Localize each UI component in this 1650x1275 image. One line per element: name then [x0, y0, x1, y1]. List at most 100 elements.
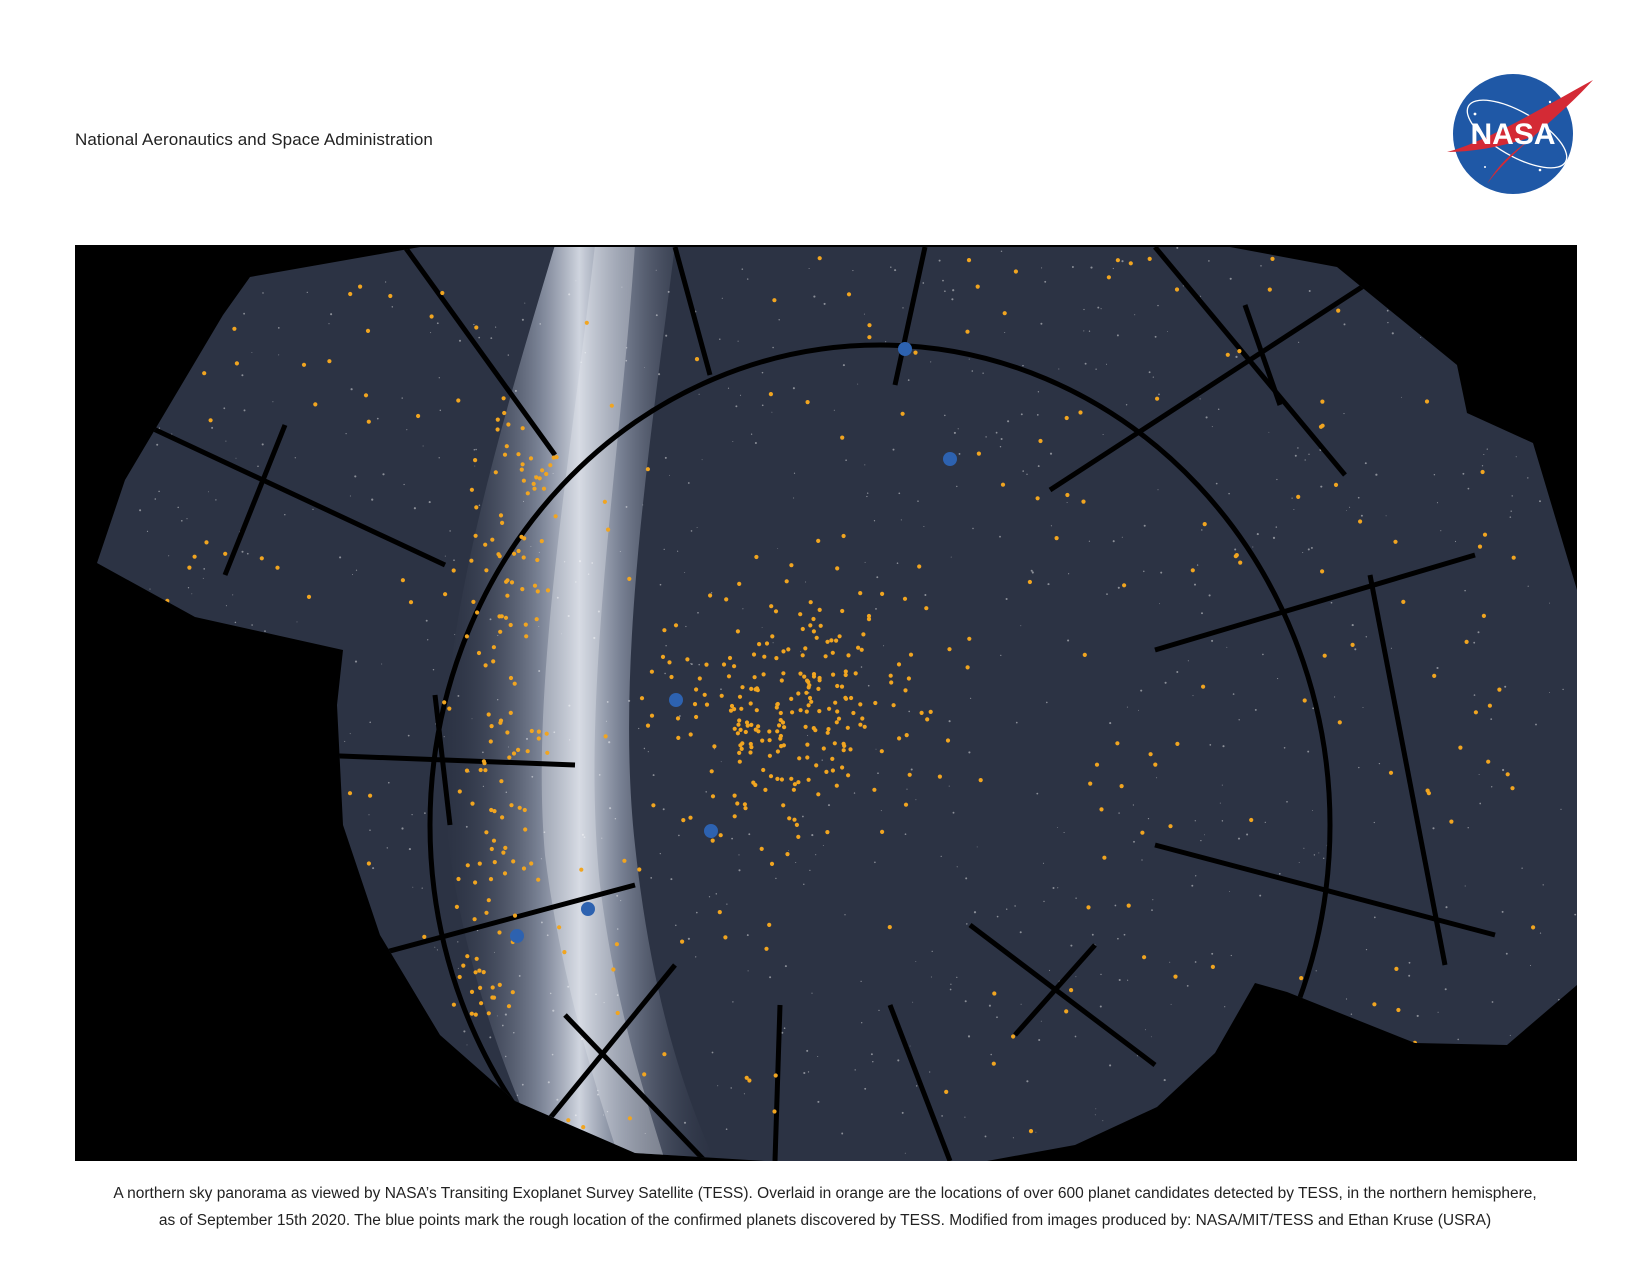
star [1378, 762, 1381, 765]
star [412, 886, 414, 888]
planet-candidate [708, 593, 713, 598]
star [1163, 1079, 1166, 1082]
planet-candidate [473, 880, 478, 885]
planet-candidate [889, 680, 894, 685]
star [382, 473, 385, 476]
planet-candidate [504, 444, 509, 449]
star [1262, 653, 1264, 656]
planet-candidate [835, 566, 840, 571]
planet-candidate [662, 1052, 667, 1057]
star [1007, 420, 1010, 423]
star [609, 807, 612, 810]
star [605, 720, 607, 722]
star [427, 639, 429, 641]
planet-candidate [772, 1109, 777, 1114]
star [941, 1115, 943, 1117]
planet-candidate [1396, 1007, 1401, 1013]
star [1075, 897, 1077, 899]
planet-candidate [1142, 955, 1147, 960]
planet-candidate [924, 606, 929, 611]
planet-candidate [770, 634, 775, 639]
star [1038, 1038, 1041, 1042]
planet-candidate [639, 696, 645, 701]
planet-candidate [457, 974, 462, 980]
planet-candidate [904, 733, 909, 738]
star [1527, 585, 1529, 587]
star [191, 593, 193, 595]
planet-candidate [846, 773, 851, 778]
star [354, 475, 357, 478]
planet-candidate [792, 782, 798, 787]
planet-candidate [1477, 544, 1483, 549]
star [465, 825, 468, 828]
planet-candidate [275, 565, 280, 570]
star [243, 312, 246, 315]
planet-candidate [803, 724, 808, 729]
star [1221, 820, 1224, 822]
planet-candidate [798, 671, 803, 676]
star [264, 630, 266, 632]
star [406, 429, 408, 431]
star [1117, 937, 1119, 940]
star [1308, 453, 1310, 455]
planet-candidate [499, 779, 504, 784]
planet-candidate [1336, 308, 1341, 313]
planet-candidate [554, 455, 559, 460]
star [1293, 509, 1295, 510]
star [817, 1100, 820, 1103]
star [1095, 368, 1097, 370]
planet-candidate [835, 683, 840, 689]
star [1252, 546, 1254, 548]
planet-candidate [1190, 568, 1195, 573]
planet-candidate [830, 650, 835, 655]
star [371, 498, 374, 501]
star [547, 1081, 550, 1084]
planet-candidate [704, 702, 710, 707]
planet-candidate [762, 654, 767, 659]
planet-candidate [840, 765, 845, 770]
star [522, 500, 525, 502]
star [339, 556, 342, 559]
star [807, 1071, 810, 1073]
star [924, 594, 927, 596]
svg-text:NASA: NASA [1470, 118, 1555, 151]
star [556, 1098, 559, 1101]
planet-candidate [867, 323, 872, 328]
star [177, 506, 179, 509]
star [969, 697, 972, 699]
star [1088, 540, 1091, 542]
planet-candidate [451, 1002, 456, 1007]
star [984, 1135, 987, 1138]
star [1479, 802, 1482, 805]
star [864, 464, 866, 466]
planet-candidate [798, 708, 803, 713]
planet-candidate [769, 861, 775, 867]
planet-candidate [825, 639, 830, 644]
star [616, 928, 619, 930]
planet-candidate [737, 694, 743, 699]
planet-candidate [757, 642, 762, 647]
planet-candidate [805, 678, 810, 683]
planet-candidate [906, 676, 912, 681]
star [1215, 482, 1218, 485]
planet-candidate [498, 718, 504, 723]
star [1090, 266, 1093, 269]
star [180, 519, 183, 522]
star [1211, 640, 1213, 642]
star [1444, 988, 1447, 991]
star [665, 645, 667, 647]
star [875, 608, 877, 610]
planet-candidate [837, 634, 842, 639]
planet-candidate [840, 435, 845, 440]
star [1211, 426, 1213, 428]
star [800, 651, 802, 653]
star [901, 1111, 904, 1114]
star [505, 791, 508, 793]
star [754, 441, 757, 445]
planet-candidate [777, 723, 782, 728]
star [1436, 666, 1439, 670]
star [805, 581, 807, 583]
star [761, 627, 763, 629]
planet-candidate [662, 628, 667, 633]
planet-candidate [1148, 752, 1153, 757]
